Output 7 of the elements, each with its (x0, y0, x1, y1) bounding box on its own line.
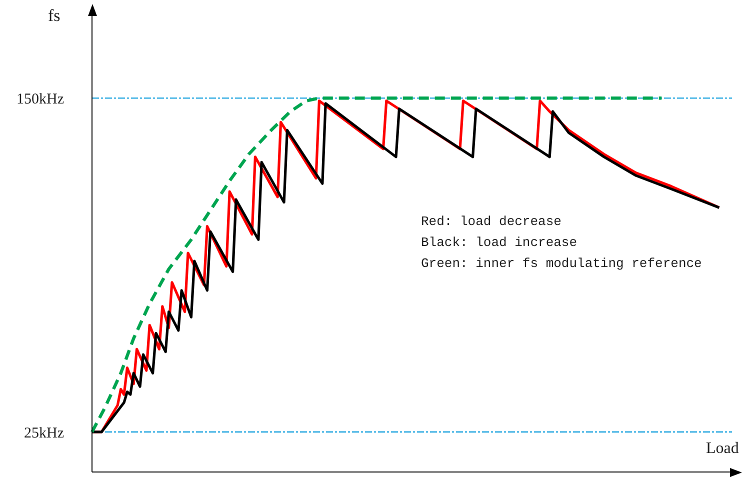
y-tick-label: 150kHz (16, 91, 64, 108)
y-tick-label: 25kHz (24, 425, 64, 442)
annotation: Red: load decrease (421, 213, 562, 231)
annotation: Black: load increase (421, 234, 578, 252)
annotation: Green: inner fs modulating reference (421, 255, 702, 273)
x-axis-title: Load (706, 440, 739, 458)
y-axis-title: fs (48, 6, 60, 26)
